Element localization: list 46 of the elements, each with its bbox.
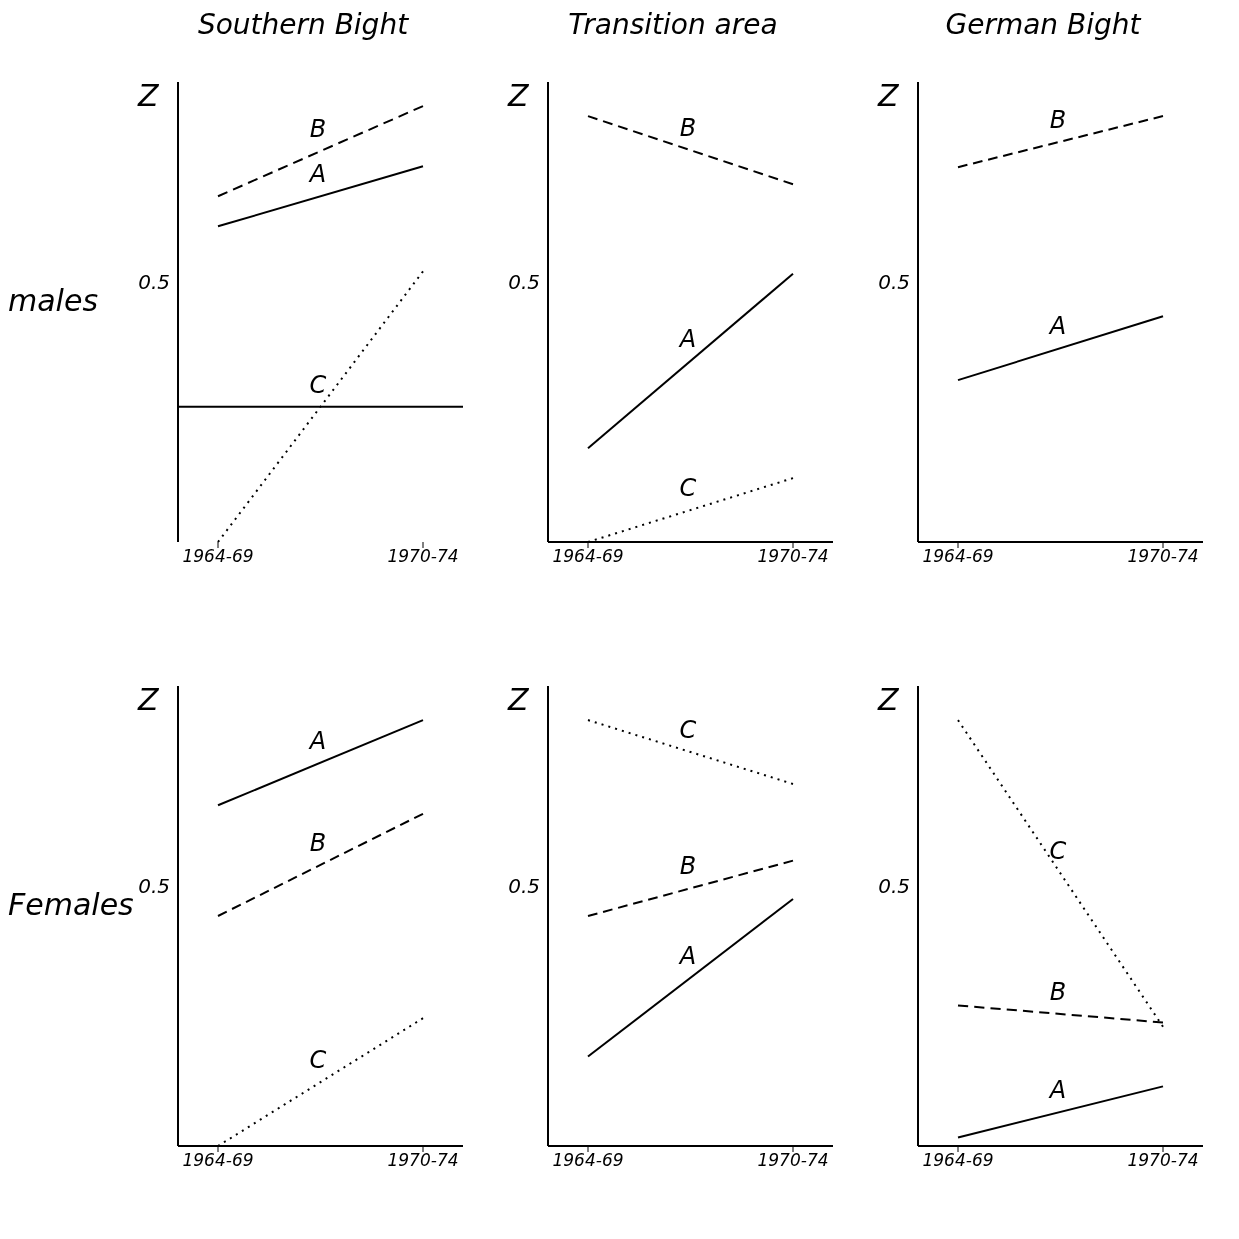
x-tick-label: 1964-69 — [922, 546, 994, 567]
series-label: B — [1049, 977, 1067, 1006]
series-label: A — [1047, 312, 1067, 341]
x-tick-label: 1964-69 — [922, 1150, 994, 1171]
series-label: B — [309, 828, 327, 857]
text: Females — [8, 886, 134, 922]
chart-title: German Bight — [944, 8, 1143, 43]
series-label: A — [1047, 1075, 1067, 1104]
series-label: B — [1049, 105, 1067, 134]
text: 0.5 — [138, 874, 170, 898]
series-label: C — [1049, 837, 1067, 866]
y-axis-title: Z — [138, 682, 159, 717]
x-tick-label: 1970-74 — [757, 546, 829, 567]
x-tick-label: 1970-74 — [387, 1150, 459, 1171]
text: 0.5 — [508, 874, 540, 898]
series-label: B — [309, 115, 327, 144]
series-label: C — [309, 1046, 327, 1075]
series-label: A — [307, 726, 327, 755]
x-tick-label: 1964-69 — [182, 1150, 254, 1171]
x-tick-label: 1970-74 — [757, 1150, 829, 1171]
text: 0.5 — [508, 270, 540, 294]
x-tick-label: 1970-74 — [387, 546, 459, 567]
series-label: B — [679, 114, 697, 143]
series-label: B — [679, 852, 697, 881]
series-label: A — [677, 941, 697, 970]
series-label: A — [677, 324, 697, 353]
y-axis-title: Z — [508, 682, 529, 717]
series-label: C — [679, 474, 697, 503]
y-axis-title: Z — [878, 78, 899, 113]
x-tick-label: 1964-69 — [552, 1150, 624, 1171]
x-tick-label: 1964-69 — [552, 546, 624, 567]
text: 0.5 — [138, 270, 170, 294]
x-tick-label: 1970-74 — [1127, 546, 1199, 567]
y-axis-title: Z — [138, 78, 159, 113]
x-tick-label: 1964-69 — [182, 546, 254, 567]
chart-title: Transition area — [567, 8, 779, 43]
chart-title: Southern Bight — [196, 8, 410, 43]
text: 0.5 — [878, 874, 910, 898]
series-label: C — [679, 716, 697, 745]
text: 0.5 — [878, 270, 910, 294]
series-label: C — [309, 370, 327, 399]
series-label: A — [307, 160, 327, 189]
text: males — [8, 282, 100, 318]
y-axis-title: Z — [508, 78, 529, 113]
x-tick-label: 1970-74 — [1127, 1150, 1199, 1171]
y-axis-title: Z — [878, 682, 899, 717]
